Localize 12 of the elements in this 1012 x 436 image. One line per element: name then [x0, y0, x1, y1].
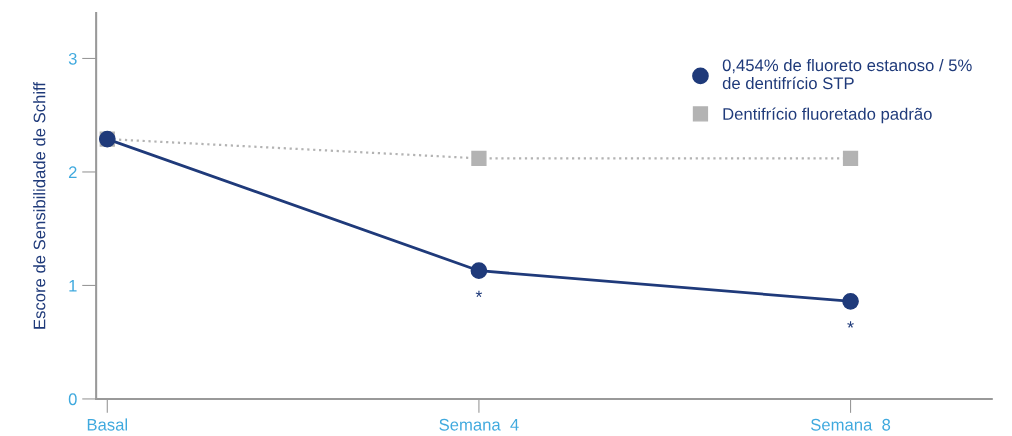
y-tick-label: 3: [68, 52, 77, 65]
y-tick-label: 0: [68, 393, 77, 406]
y-axis-title: Escore de Sensibilidade de Schiff: [33, 81, 46, 329]
x-tick-label: Semana 4: [439, 418, 519, 431]
y-tick-label: 2: [68, 166, 77, 178]
y-tick-label: 1: [69, 280, 77, 292]
x-tick-label: Semana 8: [811, 418, 891, 431]
legend-label: 0,454% de fluoreto estanoso / 5% de dentifrício STP: [722, 58, 972, 90]
annotation: *: [847, 321, 854, 328]
annotation: *: [475, 290, 483, 298]
x-tick-label: Basal: [87, 418, 128, 431]
legend-label: Dentifrício fluoretado padrão: [723, 107, 932, 124]
